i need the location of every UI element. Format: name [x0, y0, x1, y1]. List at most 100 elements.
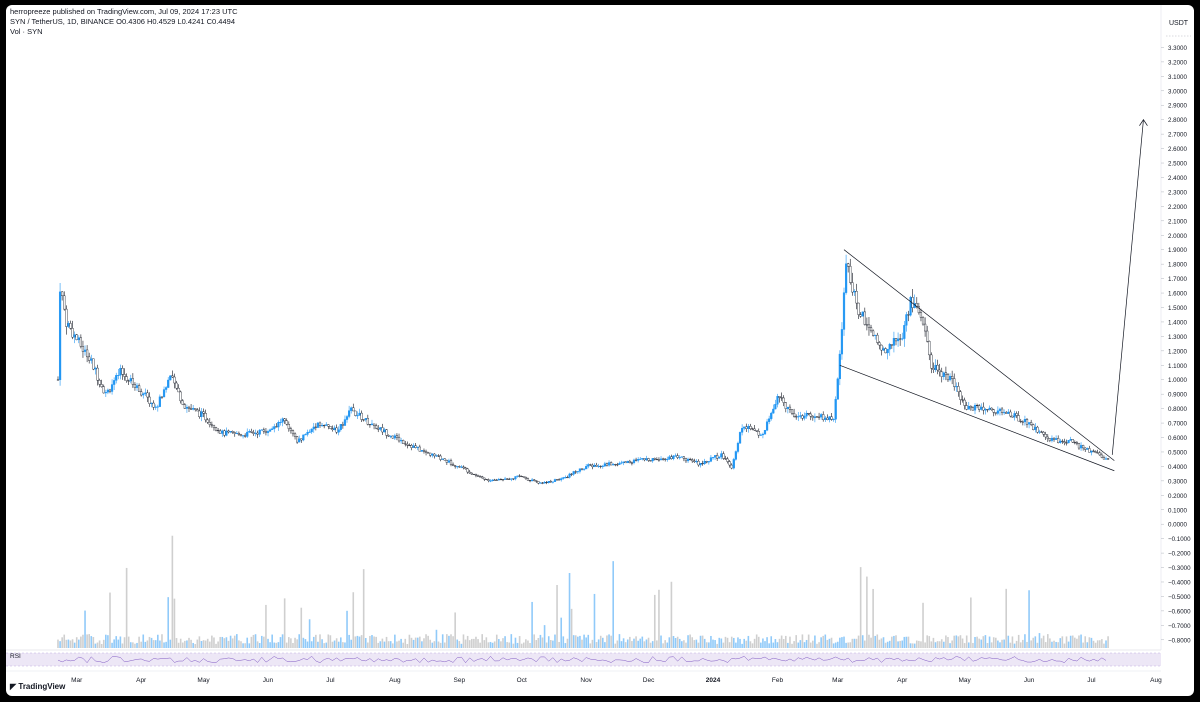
volume-bar	[254, 634, 257, 648]
volume-bar	[260, 635, 263, 648]
volume-bar	[148, 636, 151, 648]
volume-bar	[708, 642, 710, 648]
candle-body	[847, 263, 850, 267]
volume-bar	[839, 637, 841, 648]
volume-bar	[724, 636, 727, 648]
candle-body	[919, 312, 923, 318]
candle-body	[350, 407, 353, 411]
volume-bar	[456, 639, 459, 648]
candle-body	[129, 378, 132, 382]
volume-bar	[697, 642, 700, 648]
volume-bar	[267, 638, 269, 648]
volume-bar	[572, 635, 575, 648]
candle-body	[466, 468, 469, 473]
time-tick-label: Aug	[389, 677, 401, 684]
volume-bar	[564, 643, 567, 648]
candle-body	[645, 458, 648, 461]
volume-bar	[468, 640, 471, 648]
candle-body	[730, 464, 733, 469]
volume-bar	[271, 634, 273, 648]
price-tick-label: −0.1000	[1168, 536, 1191, 543]
candle-body	[801, 415, 804, 419]
volume-bar	[1053, 640, 1055, 648]
candle-body	[1021, 421, 1024, 423]
volume-bar	[1030, 640, 1032, 648]
price-tick-label: 0.3000	[1168, 478, 1187, 485]
candle-body	[857, 302, 860, 315]
candle-body	[934, 364, 937, 370]
candle-body	[268, 429, 272, 432]
volume-bar	[306, 641, 309, 648]
volume-bar	[508, 642, 511, 648]
volume-bar	[845, 642, 847, 648]
price-tick-label: 2.5000	[1168, 161, 1187, 168]
candle-body	[874, 334, 877, 336]
candle-body	[456, 466, 459, 468]
volume-legend[interactable]: Vol · SYN	[10, 27, 43, 36]
candle-body	[680, 456, 683, 458]
candle-body	[198, 410, 201, 418]
candle-body	[689, 458, 692, 460]
volume-bar	[568, 573, 571, 648]
wedge-lower-trendline[interactable]	[839, 364, 1115, 472]
volume-bar	[735, 642, 737, 648]
price-tick-label: 0.5000	[1168, 449, 1187, 456]
time-tick-label: Apr	[897, 677, 908, 684]
candle-body	[1061, 440, 1064, 442]
candle-body	[921, 317, 925, 325]
candle-body	[984, 409, 987, 411]
volume-bar	[105, 634, 107, 648]
volume-bars	[57, 535, 1109, 648]
candle-body	[154, 406, 157, 408]
candle-body	[593, 464, 596, 468]
wedge-upper-trendline[interactable]	[843, 249, 1115, 461]
candle-body	[56, 379, 60, 381]
volume-bar	[96, 642, 99, 648]
volume-bar	[1051, 641, 1053, 648]
candle-body	[377, 427, 380, 430]
tradingview-logo[interactable]: ◤ TradingView	[10, 682, 66, 691]
volume-bar	[911, 643, 914, 648]
price-tick-label: 0.2000	[1168, 493, 1187, 500]
target-arrow-line[interactable]	[1111, 119, 1144, 455]
time-tick-label: Sep	[454, 677, 466, 684]
candle-body	[965, 405, 968, 410]
candle-body	[356, 415, 359, 417]
volume-bar	[246, 637, 249, 648]
volume-bar	[298, 634, 301, 648]
price-tick-label: −0.7000	[1168, 623, 1191, 630]
volume-bar	[215, 643, 217, 648]
price-chart[interactable]: 3.3000 3.2000 3.1000 3.0000 2.9000 2.8000 2.70…	[6, 5, 1194, 696]
volume-bar	[188, 637, 190, 648]
candle-body	[531, 479, 534, 482]
volume-bar	[350, 639, 352, 648]
symbol-ohlc-line[interactable]: SYN / TetherUS, 1D, BINANCE O0.4306 H0.4…	[10, 17, 235, 26]
candle-body	[462, 466, 465, 469]
candle-body	[930, 354, 933, 369]
candle-body	[225, 430, 228, 436]
candle-body	[1030, 422, 1033, 425]
volume-bar	[965, 635, 968, 648]
candle-body	[308, 431, 311, 433]
volume-bar	[250, 636, 253, 648]
price-axis[interactable]: 3.3000 3.2000 3.1000 3.0000 2.9000 2.8000 2.70…	[1160, 5, 1191, 650]
volume-bar	[853, 638, 856, 648]
candle-body	[212, 424, 216, 428]
candle-body	[395, 435, 399, 438]
candle-body	[443, 458, 446, 461]
volume-bar	[633, 638, 635, 648]
volume-bar	[1065, 636, 1068, 648]
volume-bar	[464, 639, 467, 648]
volume-bar	[728, 642, 731, 648]
volume-bar	[169, 639, 172, 648]
volume-bar	[344, 642, 346, 648]
volume-bar	[658, 589, 660, 648]
candle-body	[518, 475, 521, 477]
volume-bar	[412, 639, 415, 648]
volume-bar	[693, 640, 696, 648]
time-axis[interactable]: Mar Apr May Jun Jul Aug Sep Oct Nov Dec 2024 Feb Mar…	[6, 670, 1162, 684]
volume-bar	[485, 637, 488, 648]
candle-body	[1007, 411, 1010, 414]
volume-bar	[294, 637, 296, 648]
volume-bar	[620, 641, 623, 648]
